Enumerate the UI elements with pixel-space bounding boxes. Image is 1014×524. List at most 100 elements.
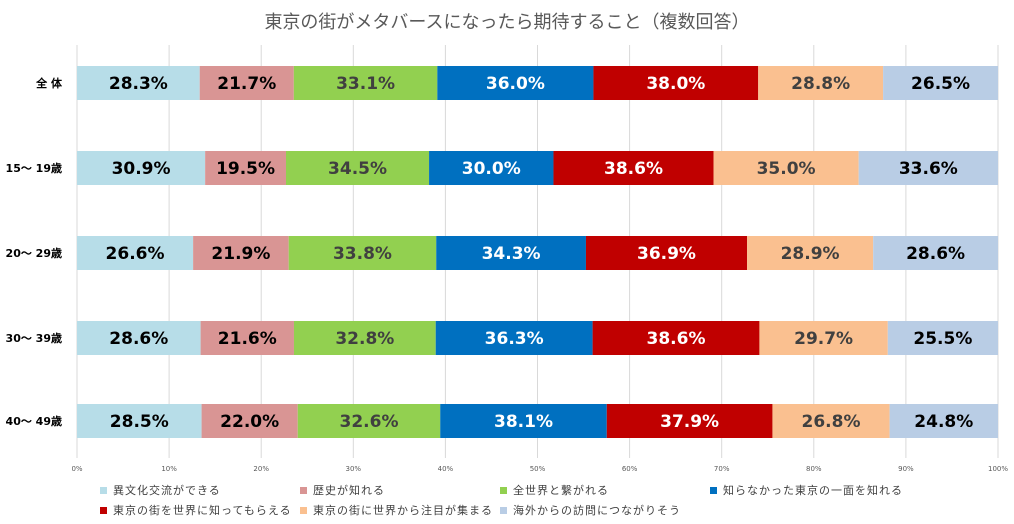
legend-item: 異文化交流ができる — [100, 482, 221, 498]
bar-segment — [435, 321, 593, 355]
legend-swatch — [300, 506, 307, 514]
legend-label: 東京の街を世界に知ってもらえる — [113, 504, 292, 517]
bar-segment — [553, 151, 714, 185]
legend-swatch — [100, 506, 107, 514]
bar-segment — [436, 236, 586, 270]
data-label: 36.3% — [485, 329, 544, 349]
x-tick-label: 20% — [253, 465, 269, 473]
data-label: 25.5% — [913, 329, 972, 349]
bar-segment — [201, 404, 298, 438]
x-tick-label: 50% — [530, 465, 546, 473]
legend-swatch — [500, 486, 507, 494]
bar-segment — [199, 66, 294, 100]
legend-swatch — [100, 486, 107, 494]
chart-title: 東京の街がメタバースになったら期待すること（複数回答） — [264, 12, 750, 33]
data-label: 30.0% — [462, 159, 521, 179]
bar-segment — [593, 66, 759, 100]
data-label: 36.0% — [486, 74, 545, 94]
legend-label: 東京の街に世界から注目が集まる — [313, 504, 493, 517]
legend-item: 知らなかった東京の一面を知れる — [710, 482, 903, 498]
bar-segment — [77, 66, 200, 100]
legend-item: 東京の街を世界に知ってもらえる — [100, 502, 292, 518]
bar-segment — [883, 66, 998, 100]
data-label: 21.7% — [217, 74, 276, 94]
data-label: 28.5% — [110, 412, 169, 432]
data-label: 33.1% — [336, 74, 395, 94]
legend-label: 異文化交流ができる — [113, 484, 221, 497]
legend-swatch — [500, 506, 507, 514]
x-tick-label: 80% — [806, 465, 822, 473]
data-label: 28.6% — [906, 244, 965, 264]
x-tick-label: 60% — [622, 465, 638, 473]
data-label: 22.0% — [220, 412, 279, 432]
legend-item: 全世界と繋がれる — [500, 482, 609, 498]
bar-segment — [747, 236, 874, 270]
legend-label: 知らなかった東京の一面を知れる — [723, 484, 903, 497]
legend-swatch — [710, 486, 717, 494]
data-label: 32.8% — [335, 329, 394, 349]
legend-label: 全世界と繋がれる — [513, 484, 609, 497]
data-label: 33.8% — [333, 244, 392, 264]
bar-segment — [285, 151, 430, 185]
data-label: 32.6% — [340, 412, 399, 432]
data-label: 28.8% — [791, 74, 850, 94]
data-label: 21.9% — [211, 244, 270, 264]
bar-segment — [288, 236, 437, 270]
data-label: 37.9% — [660, 412, 719, 432]
data-label: 26.8% — [802, 412, 861, 432]
bar-segment — [77, 236, 194, 270]
data-label: 19.5% — [216, 159, 275, 179]
legend-item: 海外からの訪問につながりそう — [500, 502, 681, 518]
bar-segment — [889, 404, 998, 438]
stacked-bar-chart: 0% 10% 20% 30% 40% 50% 60% 70% 80% 90% 100% 全 体 15～ … — [6, 45, 1008, 473]
data-label: 38.6% — [647, 329, 706, 349]
bar-segment — [772, 404, 890, 438]
legend-label: 海外からの訪問につながりそう — [513, 504, 681, 517]
bar-segment — [858, 151, 998, 185]
bar-segment — [759, 321, 888, 355]
bar-segment — [193, 236, 289, 270]
category-label: 15～ 19歳 — [6, 161, 62, 175]
category-label: 30～ 39歳 — [6, 331, 62, 345]
bar-segment — [293, 66, 438, 100]
x-tick-label: 100% — [988, 465, 1008, 473]
bar-segment — [758, 66, 884, 100]
data-label: 26.6% — [106, 244, 165, 264]
bar-segment — [713, 151, 859, 185]
data-label: 29.7% — [794, 329, 853, 349]
bar-segment — [592, 321, 760, 355]
category-label: 40～ 49歳 — [6, 414, 62, 428]
data-label: 38.0% — [646, 74, 705, 94]
bar-segment — [77, 404, 202, 438]
x-tick-label: 30% — [346, 465, 362, 473]
bar-segment — [205, 151, 286, 185]
data-label: 24.8% — [914, 412, 973, 432]
data-label: 38.6% — [604, 159, 663, 179]
bar-segment — [77, 151, 206, 185]
bar-segment — [585, 236, 748, 270]
data-label: 28.9% — [781, 244, 840, 264]
bar-segment — [429, 151, 554, 185]
bar-segment — [297, 404, 441, 438]
x-tick-label: 40% — [438, 465, 454, 473]
legend-item: 東京の街に世界から注目が集まる — [300, 502, 493, 518]
data-label: 21.6% — [218, 329, 277, 349]
x-tick-label: 90% — [898, 465, 914, 473]
data-label: 33.6% — [899, 159, 958, 179]
legend-item: 歴史が知れる — [300, 482, 385, 498]
legend-swatch — [300, 486, 307, 494]
x-tick-label: 0% — [71, 465, 82, 473]
data-label: 34.5% — [328, 159, 387, 179]
bar-segment — [873, 236, 998, 270]
data-label: 34.3% — [482, 244, 541, 264]
data-label: 26.5% — [911, 74, 970, 94]
bar-segment — [77, 321, 201, 355]
bar-segment — [440, 404, 607, 438]
data-label: 30.9% — [112, 159, 171, 179]
data-label: 28.3% — [109, 74, 168, 94]
category-label: 全 体 — [35, 76, 63, 90]
bar-segment — [606, 404, 773, 438]
x-tick-label: 70% — [714, 465, 730, 473]
data-label: 28.6% — [109, 329, 168, 349]
